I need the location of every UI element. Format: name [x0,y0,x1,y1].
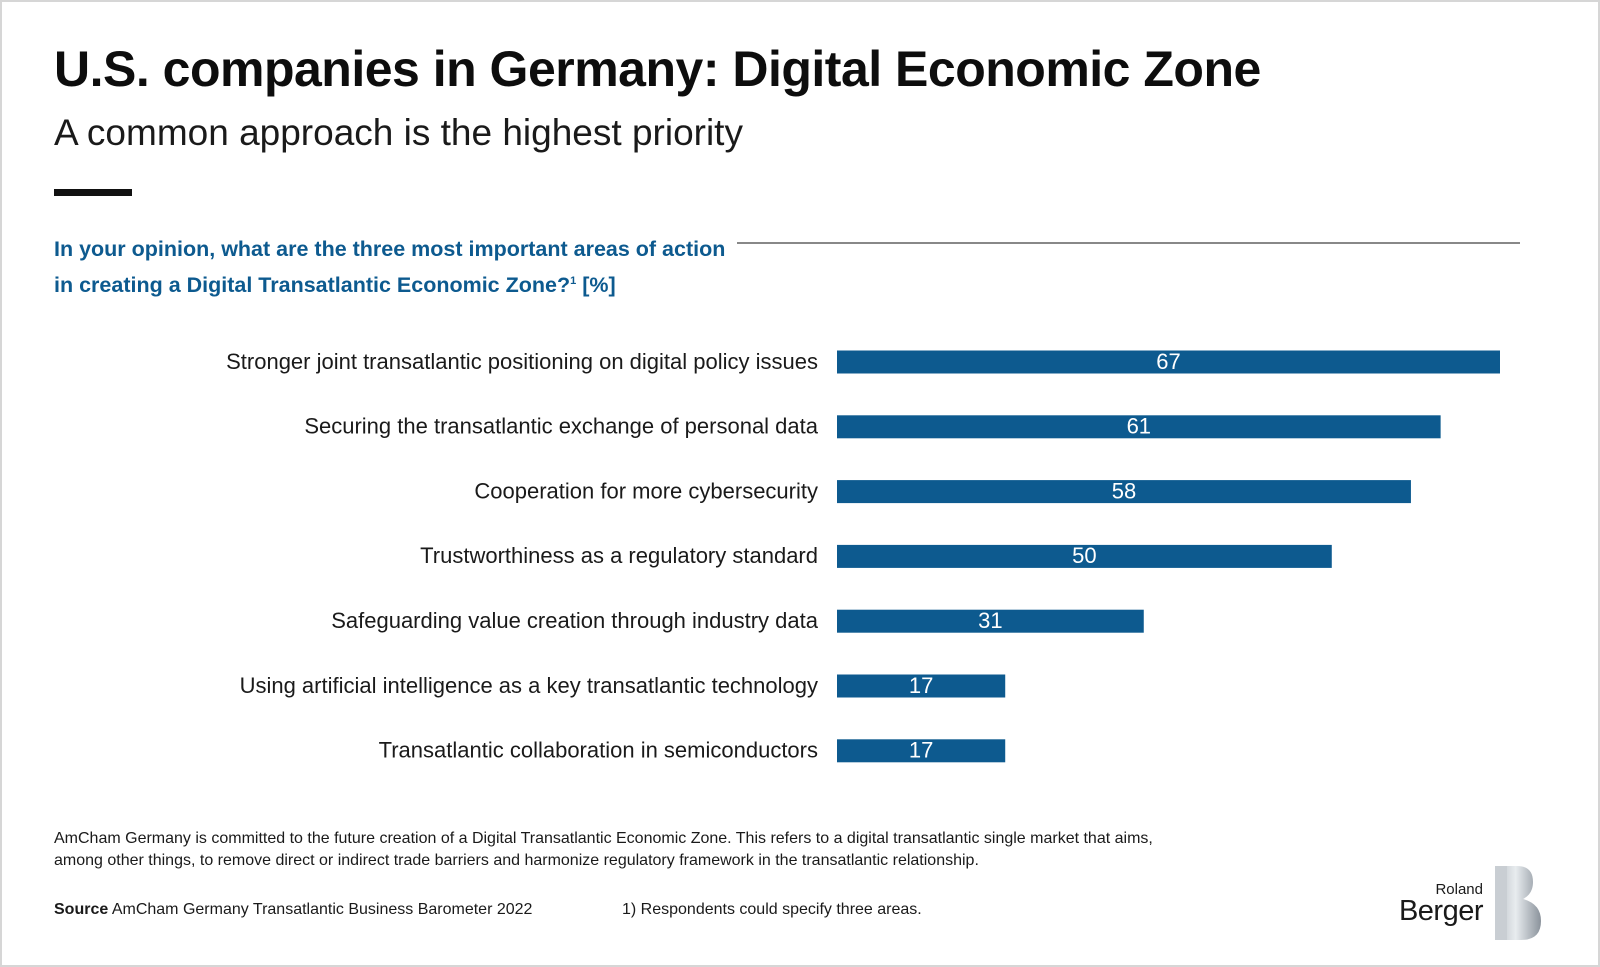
title-underline [54,189,132,196]
question-footnote-mark: 1 [570,275,577,287]
roland-berger-logo: Roland Berger [1395,866,1545,940]
logo-text-roland: Roland [1435,881,1483,898]
page-subtitle: A common approach is the highest priorit… [54,112,743,153]
page-title: U.S. companies in Germany: Digital Econo… [54,41,1261,97]
category-label: Stronger joint transatlantic positioning… [226,349,818,374]
question-line-2: in creating a Digital Transatlantic Econ… [54,273,571,298]
source-text: AmCham Germany Transatlantic Business Ba… [108,901,533,918]
bar [837,544,1332,568]
bar [837,739,1006,763]
bar-value-label: 50 [1072,543,1096,568]
bar [837,350,1500,374]
bar [837,674,1006,698]
bar-value-label: 61 [1127,414,1151,439]
explanatory-note: AmCham Germany is committed to the futur… [54,828,1254,872]
category-label: Cooperation for more cybersecurity [474,478,818,503]
bar-value-label: 67 [1156,349,1180,374]
note-line-1: AmCham Germany is committed to the futur… [54,830,1153,847]
category-label: Securing the transatlantic exchange of p… [304,414,818,439]
question-divider [737,242,1520,244]
bar-value-label: 17 [909,673,933,698]
question-line-1: In your opinion, what are the three most… [54,237,726,261]
logo-text-berger: Berger [1398,895,1484,927]
category-label: Using artificial intelligence as a key t… [240,673,818,698]
bar-chart: Stronger joint transatlantic positioning… [226,349,1500,763]
bar [837,415,1441,439]
bar-value-label: 58 [1112,478,1136,503]
category-label: Transatlantic collaboration in semicondu… [379,738,818,763]
question-unit: [%] [576,273,616,298]
note-line-2: among other things, to remove direct or … [54,852,979,869]
bar [837,609,1144,633]
category-label: Trustworthiness as a regulatory standard [420,543,818,568]
source-label: Source [54,901,109,918]
bar-value-label: 31 [978,608,1002,633]
footnote: 1) Respondents could specify three areas… [622,901,922,918]
chart-question: In your opinion, what are the three most… [54,233,754,301]
source-line: Source AmCham Germany Transatlantic Busi… [54,901,532,919]
bar [837,480,1411,504]
logo-b-mark-icon [1495,866,1541,940]
category-label: Safeguarding value creation through indu… [331,608,819,633]
bar-value-label: 17 [909,738,933,763]
